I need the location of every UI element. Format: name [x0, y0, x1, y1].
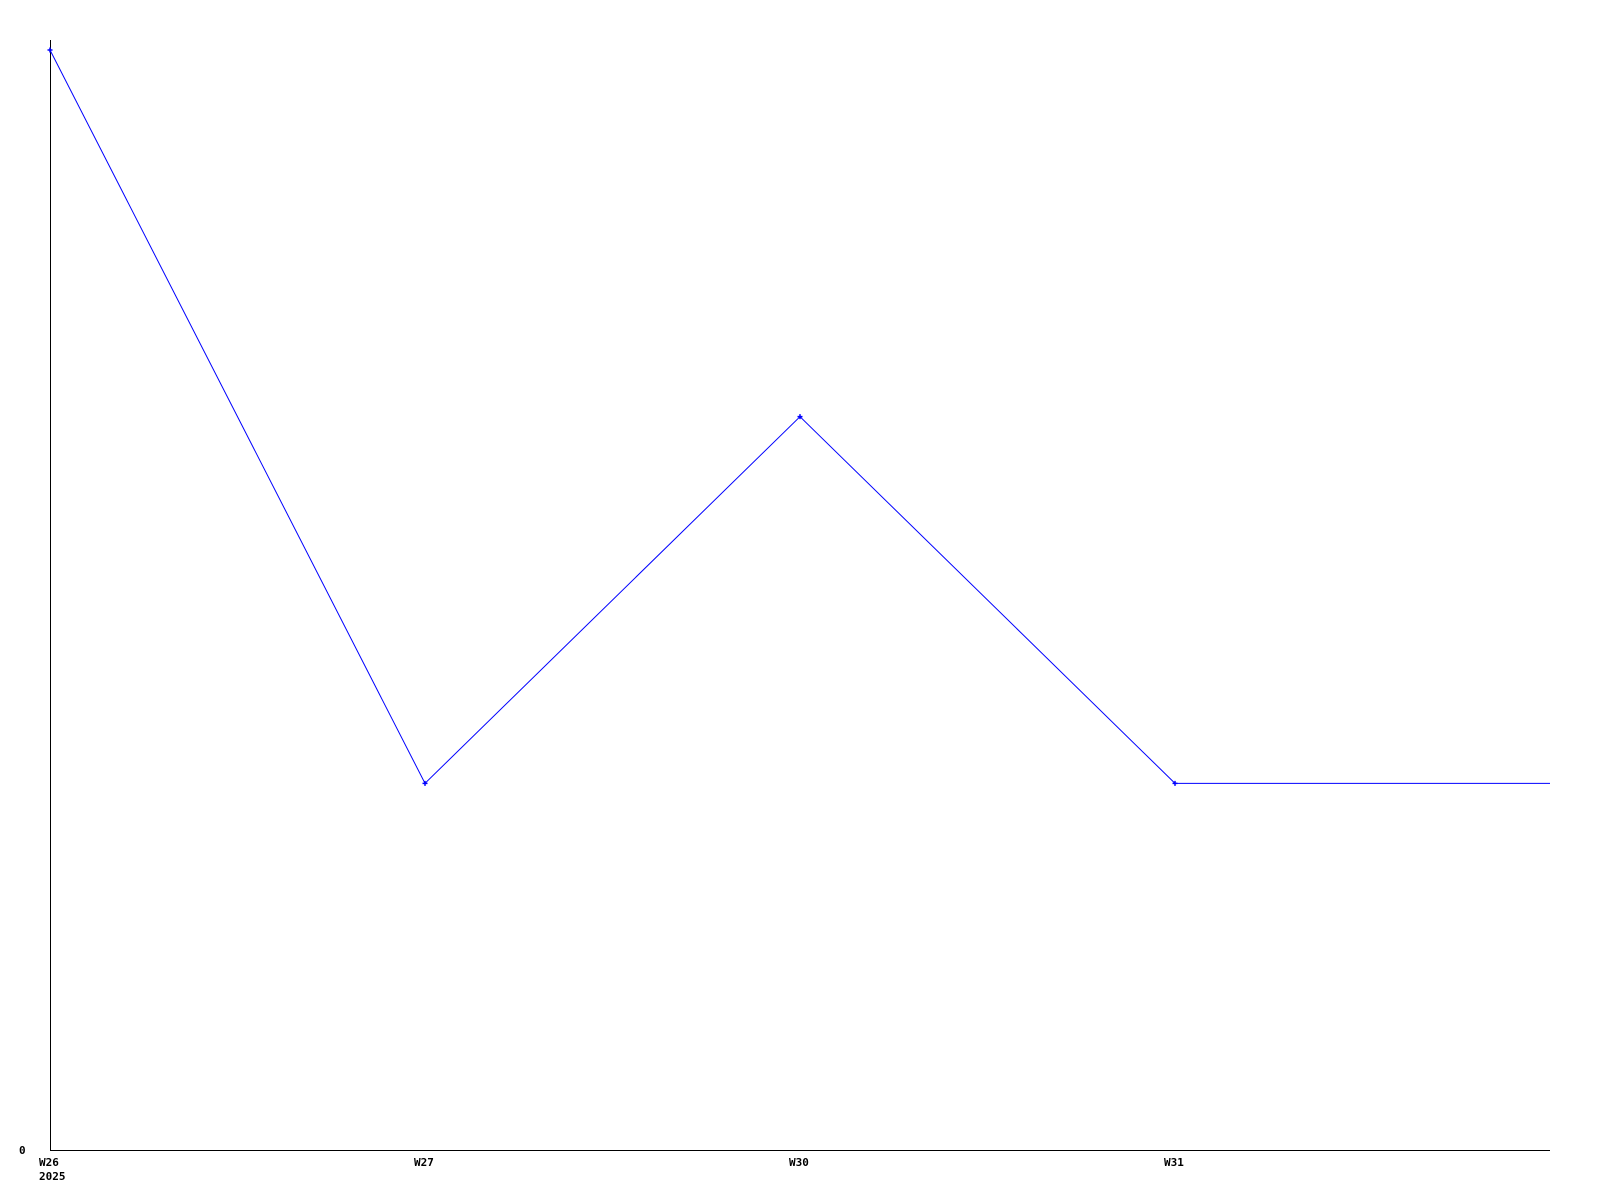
x-tick-label: W27 — [414, 1156, 434, 1169]
data-point — [47, 47, 53, 53]
x-tick-label: W26 — [39, 1156, 59, 1169]
data-point — [797, 414, 803, 420]
x-tick-label: W31 — [1164, 1156, 1184, 1169]
data-point — [1172, 780, 1178, 786]
x-tick-sublabel: 2025 — [39, 1170, 66, 1183]
x-tick-label: W30 — [789, 1156, 809, 1169]
y-tick-label-0: 0 — [19, 1144, 26, 1157]
data-point — [422, 780, 428, 786]
